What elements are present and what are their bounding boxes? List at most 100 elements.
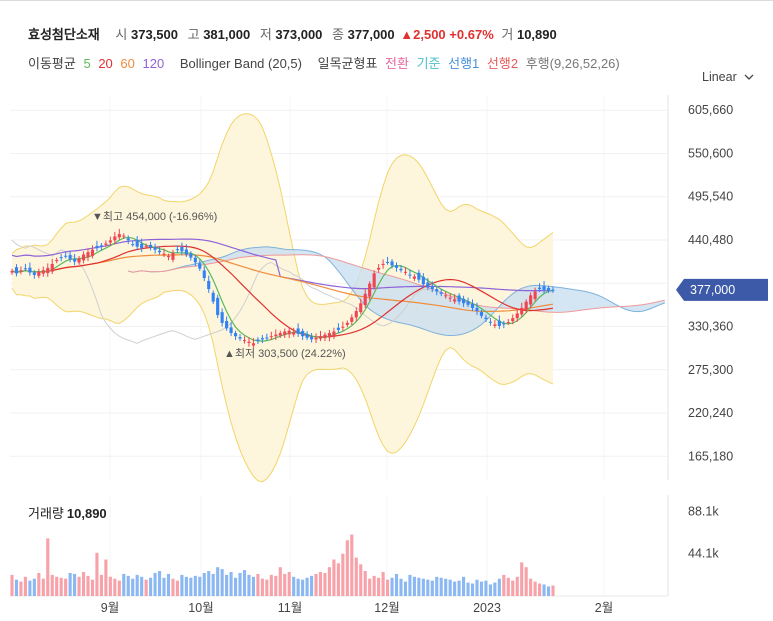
volume-bar [520, 562, 524, 596]
volume-bar [462, 576, 466, 596]
ma120-label[interactable]: 120 [142, 56, 165, 71]
y-axis-tick-label: 220,240 [688, 406, 733, 420]
volume-bar [113, 578, 117, 596]
candle-body [412, 276, 416, 279]
volume-bar [122, 573, 126, 596]
volume-bar [104, 559, 108, 596]
candle-body [113, 236, 117, 241]
volume-value: 10,890 [516, 27, 557, 42]
volume-bar [247, 574, 251, 596]
candle-body [359, 303, 363, 313]
candlestick [23, 263, 27, 271]
candlestick [59, 254, 63, 262]
candlestick [28, 262, 32, 276]
volume-bar [28, 580, 32, 596]
ichimoku-label[interactable]: 일목균형표 [317, 56, 378, 71]
volume-bar [444, 578, 448, 596]
volume-bar [131, 578, 135, 596]
candle-body [122, 235, 126, 237]
candle-body [354, 311, 358, 318]
volume-bar [470, 583, 475, 596]
ma-label[interactable]: 이동평균 [28, 56, 76, 71]
candlestick [162, 248, 166, 258]
volume-bar [220, 569, 224, 596]
candlestick [247, 337, 251, 347]
volume-bar [140, 576, 144, 596]
candle-body [68, 255, 72, 260]
ma5-label[interactable]: 5 [83, 56, 91, 71]
volume-bar [421, 578, 425, 596]
candle-body [260, 338, 264, 340]
volume-bar [493, 582, 497, 596]
candle-body [453, 299, 457, 302]
candlestick [274, 329, 278, 340]
candlestick [265, 333, 269, 341]
volume-bar [90, 579, 95, 596]
candlestick [377, 264, 381, 273]
volume-bar [242, 570, 247, 596]
volume-bar [332, 559, 336, 596]
candle-body [242, 340, 247, 342]
x-axis-tick-label: 2023 [473, 601, 501, 615]
candle-body [211, 292, 215, 302]
volume-bar [278, 567, 282, 596]
candle-body [256, 339, 260, 341]
top-divider [0, 0, 773, 1]
candlestick [131, 240, 135, 247]
bollinger-label[interactable]: Bollinger Band (20,5) [179, 56, 302, 71]
candle-body [140, 243, 144, 249]
ichimoku-base[interactable]: 기준 [416, 56, 441, 71]
candlestick [193, 254, 197, 267]
ichimoku-conversion[interactable]: 전환 [385, 56, 409, 71]
candle-body [444, 295, 448, 297]
candle-body [538, 287, 542, 290]
volume-bar [327, 567, 332, 596]
ma20-label[interactable]: 20 [98, 56, 113, 71]
volume-bar [19, 581, 23, 596]
min-price-annotation: ▲최저 303,500 (24.22%) [224, 347, 346, 360]
volume-bar [189, 577, 193, 596]
candle-body [408, 274, 412, 276]
ichimoku-span2[interactable]: 선행2 [486, 56, 519, 71]
candlestick [19, 266, 23, 275]
candle-body [184, 249, 188, 255]
candlestick [225, 316, 229, 331]
volume-bar [448, 579, 452, 596]
ichimoku-lagging[interactable]: 후행(9,26,52,26) [525, 56, 620, 71]
volume-bar [233, 577, 238, 596]
change-value: ▲2,500 [400, 27, 446, 42]
candle-body [19, 270, 23, 272]
chevron-down-icon [744, 74, 754, 80]
candle-body [430, 286, 434, 290]
volume-bar [551, 585, 555, 596]
ma20-line [11, 245, 554, 338]
scale-mode-dropdown[interactable]: Linear [702, 70, 754, 84]
candlestick [90, 245, 95, 259]
candle-body [386, 262, 390, 264]
volume-bar [55, 576, 59, 596]
ichimoku-cloud [128, 246, 665, 336]
candlestick [95, 240, 99, 252]
volume-bar [502, 574, 506, 596]
ma60-label[interactable]: 60 [120, 56, 135, 71]
stock-header: 효성첨단소재 시 373,500 고 381,000 저 373,000 종 3… [28, 24, 559, 43]
candlestick [153, 243, 157, 254]
candle-body [149, 244, 153, 248]
max-price-annotation: ▼최고 454,000 (-16.96%) [92, 210, 217, 223]
candle-body [175, 249, 179, 251]
ichimoku-span2-line [128, 254, 665, 313]
volume-bar [59, 577, 63, 596]
candlestick [314, 333, 318, 344]
volume-bar [41, 578, 45, 596]
volume-bar [198, 576, 202, 596]
candle-body [90, 249, 95, 256]
candlestick [50, 258, 54, 274]
open-label: 시 [115, 27, 128, 42]
candlestick [453, 294, 457, 304]
candle-body [46, 267, 50, 274]
candle-body [41, 270, 45, 274]
volume-bar [538, 583, 542, 596]
candlestick [269, 331, 273, 340]
ichimoku-span1[interactable]: 선행1 [448, 56, 480, 71]
